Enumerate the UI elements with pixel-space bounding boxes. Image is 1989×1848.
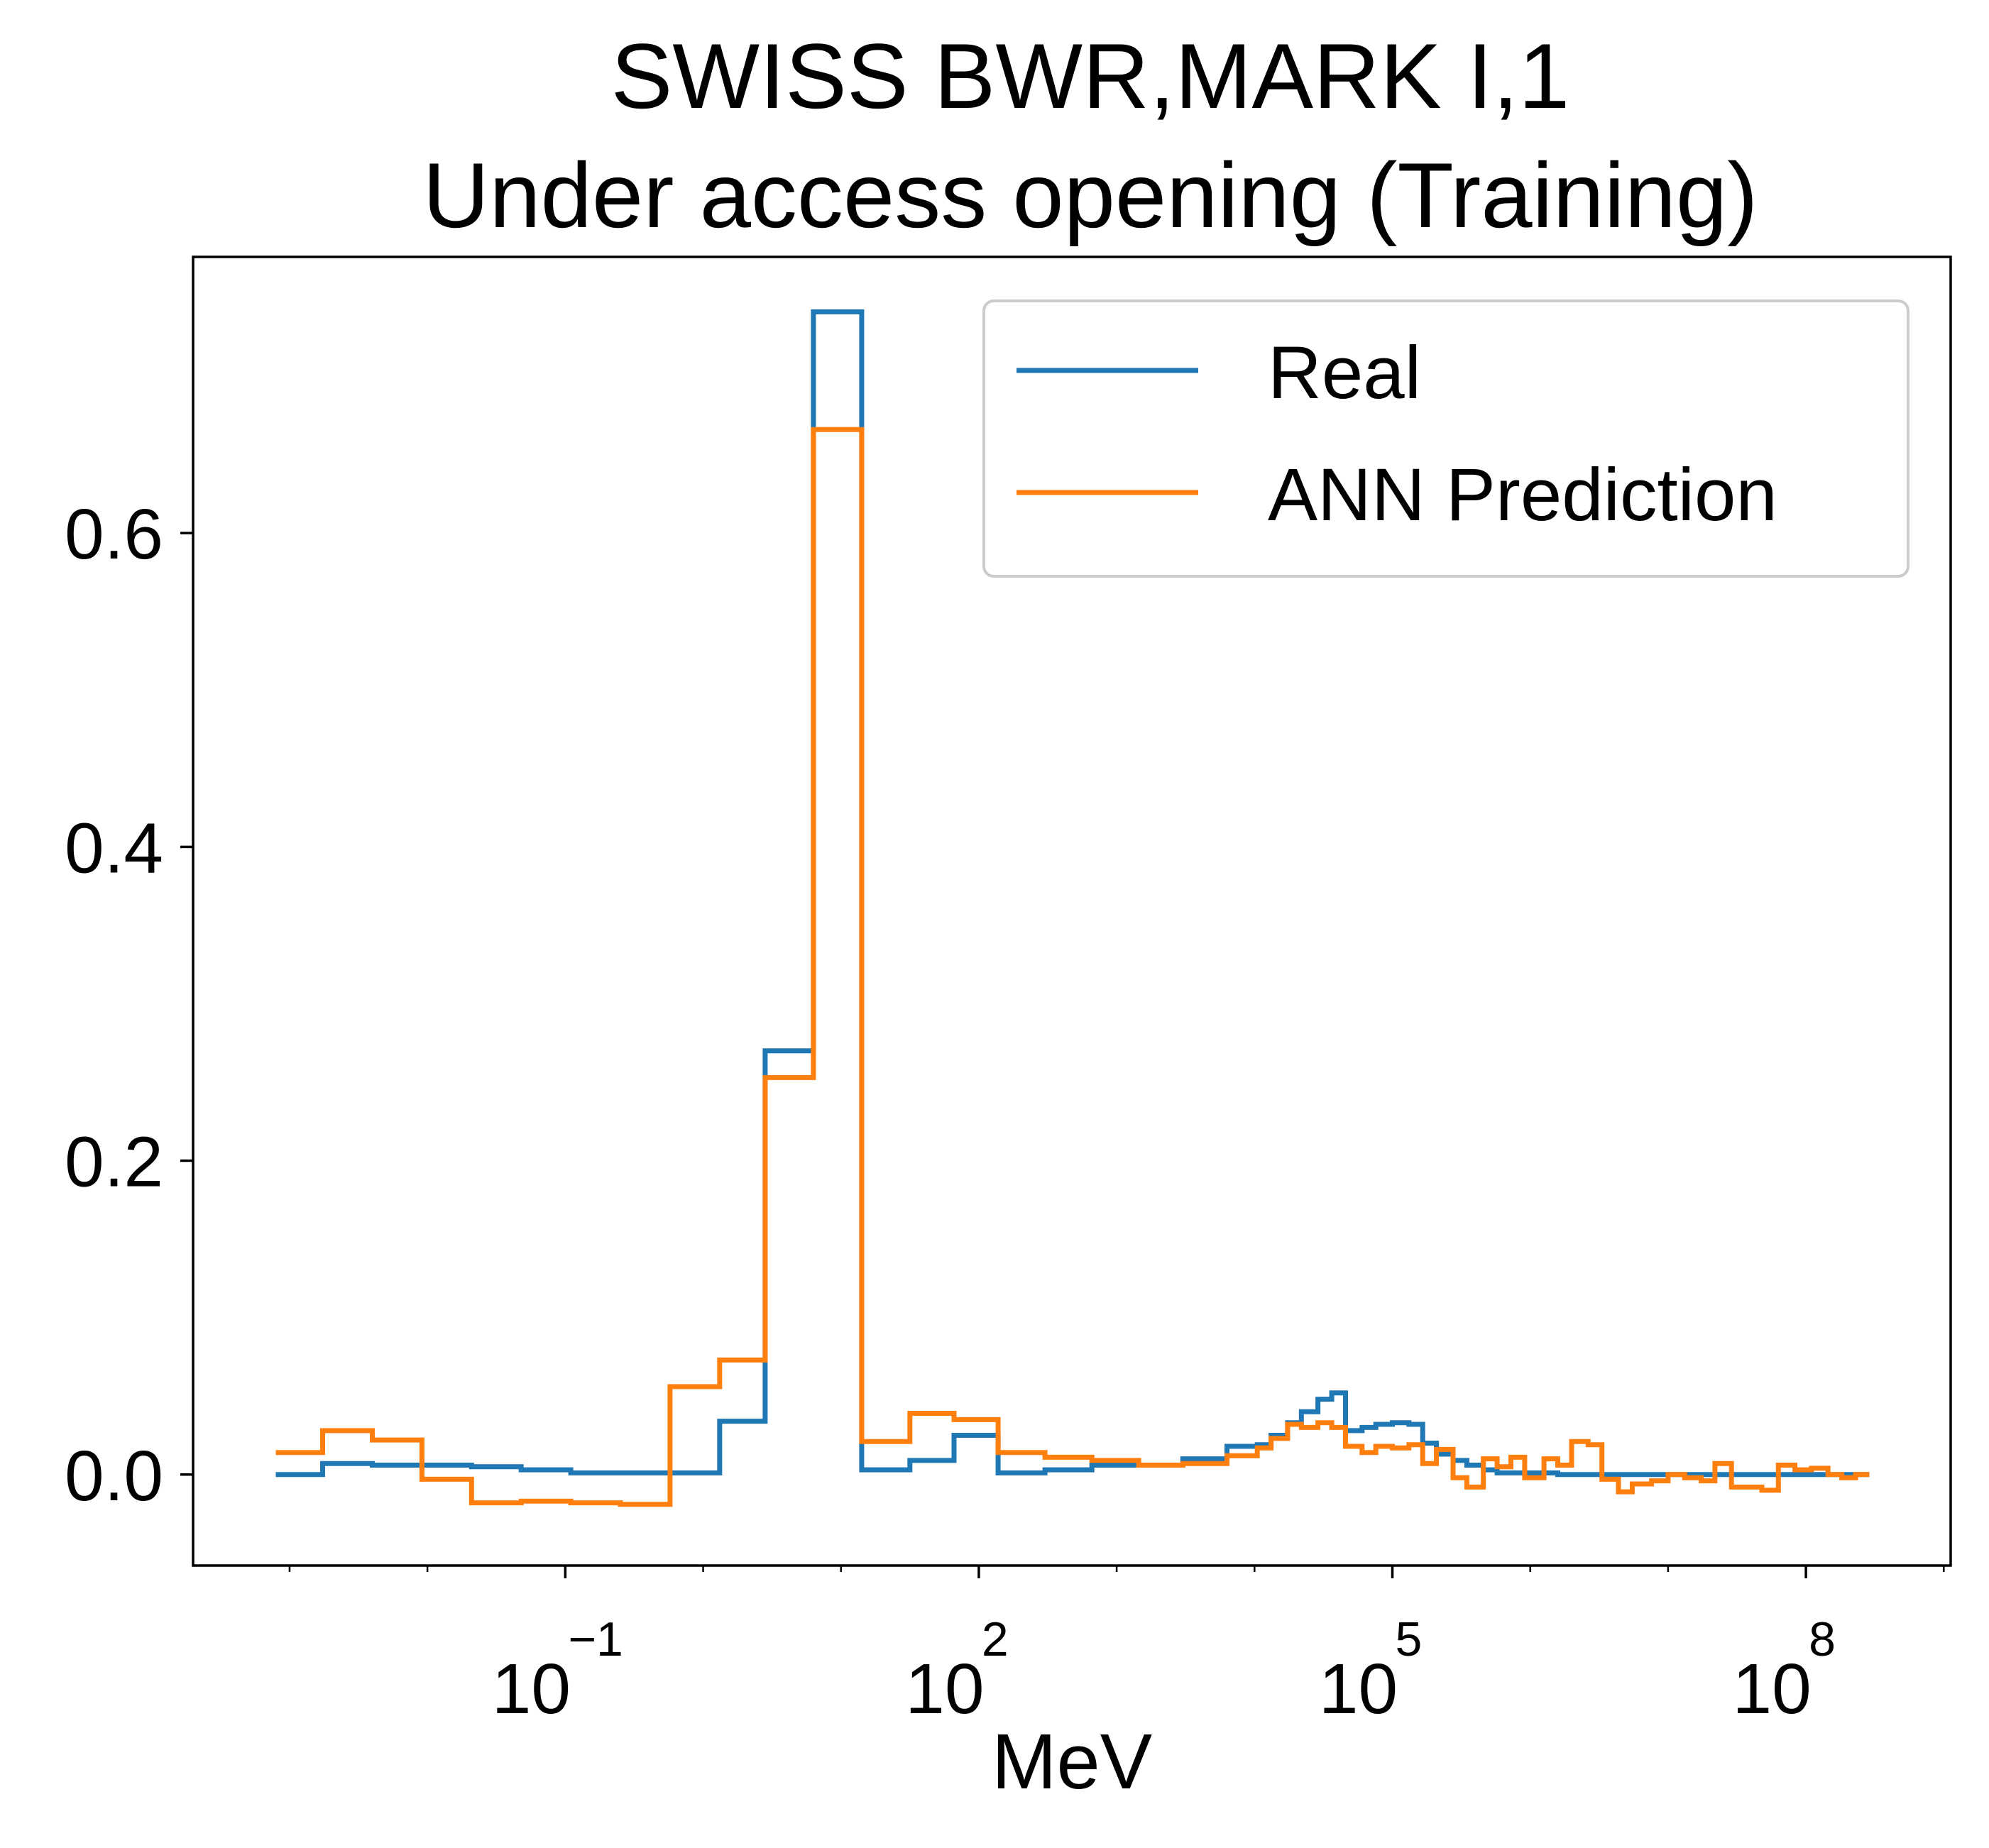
legend-label-real: Real: [1268, 331, 1421, 414]
legend-label-ann-prediction: ANN Prediction: [1268, 453, 1777, 537]
plot-frame: [192, 255, 1952, 1567]
x-tick-exponent: −1: [568, 1612, 623, 1666]
y-tick-label: 0.2: [65, 1123, 163, 1202]
chart-title-line-2: Under access opening (Training): [422, 143, 1758, 247]
legend: Real ANN Prediction: [982, 299, 1909, 578]
legend-box: [982, 299, 1909, 578]
series-real: [275, 309, 1870, 1478]
chart-title: SWISS BWR,MARK I,1 Under access opening …: [422, 24, 1758, 247]
y-tick-label: 0.6: [65, 495, 163, 574]
x-tick-label: 10: [1732, 1649, 1811, 1729]
x-tick-label: 10: [492, 1649, 571, 1729]
series-ann-prediction: [275, 427, 1870, 1507]
y-tick-label: 0.0: [65, 1436, 163, 1516]
x-tick-label: 10: [1319, 1649, 1398, 1729]
x-tick-label: 10: [905, 1649, 984, 1729]
series-layer: [275, 309, 1870, 1507]
x-tick-exponent: 5: [1396, 1612, 1423, 1666]
chart-title-line-1: SWISS BWR,MARK I,1: [611, 24, 1570, 128]
y-tick-label: 0.4: [65, 808, 163, 888]
plot-area: [192, 255, 1952, 1567]
x-tick-exponent: 8: [1809, 1612, 1836, 1666]
y-axis: 0.0 0.2 0.4 0.6: [65, 495, 193, 1516]
x-tick-exponent: 2: [982, 1612, 1009, 1666]
x-axis-label: MeV: [992, 1718, 1152, 1805]
